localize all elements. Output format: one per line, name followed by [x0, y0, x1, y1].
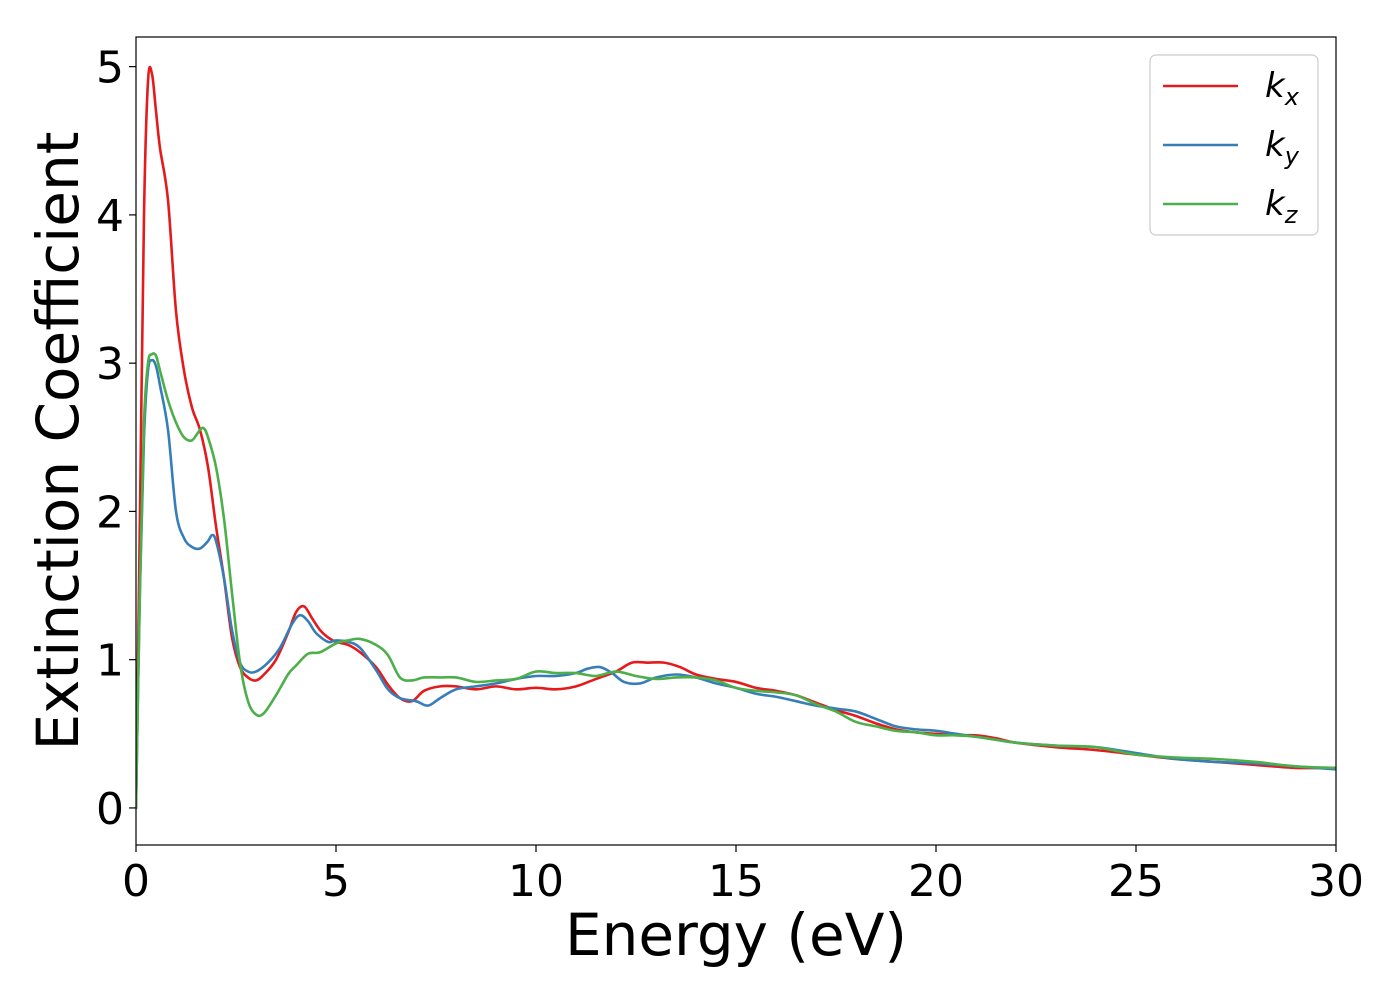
- x-tick-label: 0: [122, 856, 150, 907]
- y-tick-label: 4: [96, 191, 124, 242]
- x-tick-label: 30: [1308, 856, 1364, 907]
- x-tick-label: 10: [508, 856, 564, 907]
- legend-item-ky: ky: [1163, 125, 1300, 170]
- y-tick-label: 5: [96, 43, 124, 94]
- y-tick-label: 2: [96, 487, 124, 538]
- x-tick-label: 25: [1108, 856, 1164, 907]
- x-tick-label: 20: [908, 856, 964, 907]
- series-line-ky: [136, 358, 1336, 810]
- y-tick-label: 3: [96, 339, 124, 390]
- y-tick-label: 0: [96, 784, 124, 835]
- x-tick-label: 5: [322, 856, 350, 907]
- plot-lines: [136, 65, 1336, 810]
- y-axis: 0 1 2 3 4 5: [96, 43, 136, 835]
- x-tick-label: 15: [708, 856, 764, 907]
- y-tick-label: 1: [96, 636, 124, 687]
- series-line-kz: [136, 352, 1336, 810]
- x-axis: 0 5 10 15 20 25 30: [122, 845, 1364, 907]
- x-axis-title: Energy (eV): [565, 901, 907, 969]
- y-axis-title: Extinction Coefficient: [24, 132, 92, 751]
